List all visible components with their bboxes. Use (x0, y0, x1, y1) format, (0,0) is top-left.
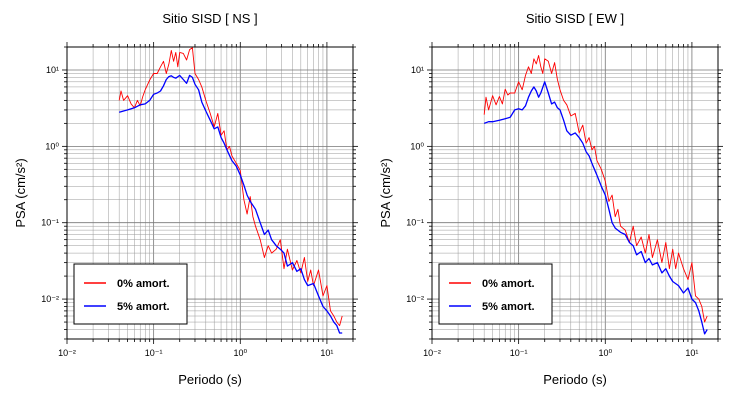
series-group (118, 47, 343, 334)
x-tick-label: 10⁻² (58, 348, 76, 358)
chart-panel-ew: 10⁻² 10⁻¹ 10⁰ 10¹ 10⁻² 10⁻¹ 10⁰ 10¹ Sitio SISD [… (378, 11, 723, 387)
y-tick-label: 10⁻¹ (41, 218, 59, 228)
tick-marks (427, 42, 723, 344)
tick-marks (62, 42, 358, 344)
grid (431, 46, 719, 340)
x-tick-label: 10⁻² (423, 348, 441, 358)
x-axis-label: Periodo (s) (178, 372, 242, 387)
x-axis-label: Periodo (s) (543, 372, 607, 387)
series-line-0pct (118, 47, 343, 327)
plot-frame (431, 46, 719, 340)
y-tick-label: 10⁻¹ (406, 218, 424, 228)
series-group (483, 55, 708, 335)
legend: 0% amort. 5% amort. (438, 263, 553, 325)
x-tick-label: 10⁻¹ (145, 348, 163, 358)
legend-box (438, 263, 553, 325)
series-line-0pct (483, 55, 708, 323)
y-tick-label: 10⁻² (406, 294, 424, 304)
y-tick-label: 10⁻² (41, 294, 59, 304)
y-tick-label: 10⁰ (45, 141, 59, 151)
x-tick-label: 10⁻¹ (510, 348, 528, 358)
legend-box (73, 263, 188, 325)
x-tick-label: 10⁰ (233, 348, 247, 358)
y-tick-label: 10¹ (411, 65, 424, 75)
x-tick-label: 10¹ (320, 348, 333, 358)
chart-panel-ns: 10⁻² 10⁻¹ 10⁰ 10¹ 10⁻² 10⁻¹ 10⁰ 10¹ Sitio SISD [… (13, 11, 358, 387)
y-tick-label: 10¹ (46, 65, 59, 75)
legend-label-5pct: 5% amort. (482, 301, 535, 313)
series-line-5pct (483, 81, 708, 335)
legend-label-5pct: 5% amort. (117, 301, 170, 313)
y-axis-label: PSA (cm/s²) (378, 158, 393, 227)
plot-frame (66, 46, 354, 340)
x-tick-label: 10⁰ (598, 348, 612, 358)
legend-label-0pct: 0% amort. (117, 278, 170, 290)
legend-label-0pct: 0% amort. (482, 278, 535, 290)
y-tick-label: 10⁰ (410, 141, 424, 151)
series-line-5pct (119, 74, 343, 334)
chart-title: Sitio SISD [ EW ] (526, 11, 624, 26)
chart-title: Sitio SISD [ NS ] (162, 11, 257, 26)
y-axis-label: PSA (cm/s²) (13, 158, 28, 227)
legend: 0% amort. 5% amort. (73, 263, 188, 325)
x-tick-label: 10¹ (685, 348, 698, 358)
